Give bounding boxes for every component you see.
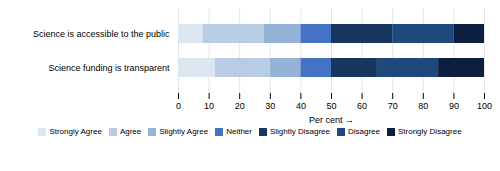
svg-text:Science is accessible to the p: Science is accessible to the public [33, 29, 170, 39]
svg-text:Per cent →: Per cent → [309, 115, 354, 125]
svg-text:50: 50 [326, 101, 336, 111]
svg-text:90: 90 [449, 101, 459, 111]
html-text:Slightly Agree: Slightly Agree [159, 127, 209, 136]
svg-text:30: 30 [265, 101, 275, 111]
svg-text:0: 0 [176, 101, 181, 111]
svg-text:100: 100 [477, 101, 492, 111]
svg-text:20: 20 [235, 101, 245, 111]
html-text:Strongly Disagree: Strongly Disagree [398, 127, 462, 136]
html-text:Agree: Agree [119, 127, 142, 136]
svg-text:10: 10 [204, 101, 214, 111]
svg-text:Science funding is transparent: Science funding is transparent [48, 63, 170, 73]
svg-text:70: 70 [388, 101, 398, 111]
html-text:Disagree: Disagree [348, 127, 380, 136]
svg-text:40: 40 [296, 101, 306, 111]
svg-text:60: 60 [357, 101, 367, 111]
html-text:Strongly Agree: Strongly Agree [49, 127, 102, 136]
svg-text:80: 80 [418, 101, 428, 111]
html-text:Neither: Neither [226, 127, 252, 136]
html-text:Slightly Disagree: Slightly Disagree [270, 127, 330, 136]
